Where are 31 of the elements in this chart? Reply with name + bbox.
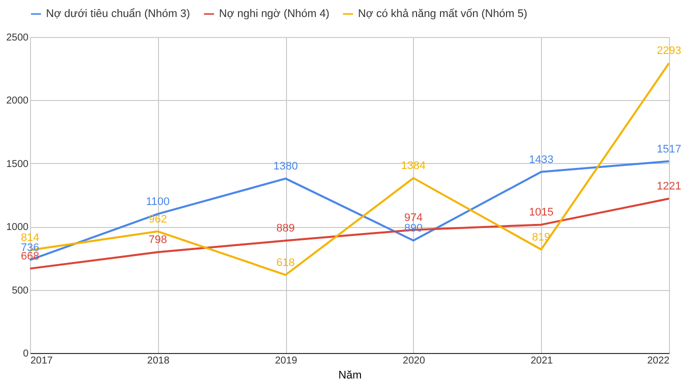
y-tick-label: 2500: [6, 32, 29, 44]
y-tick-label: 1500: [6, 158, 29, 170]
data-label: 1433: [528, 154, 554, 166]
data-label: 889: [276, 222, 295, 235]
data-label: 1221: [656, 180, 682, 193]
y-tick-label: 1000: [6, 222, 29, 234]
x-tick-label: 2021: [530, 356, 554, 366]
data-label: 1384: [401, 160, 426, 172]
data-label: 1100: [146, 196, 170, 208]
data-label: 1517: [656, 143, 682, 156]
data-label: 618: [276, 256, 295, 269]
y-tick-label: 0: [22, 348, 29, 360]
y-tick-label: 2000: [6, 96, 29, 107]
x-tick-label: 2020: [402, 356, 426, 366]
legend-label: Nợ dưới tiêu chuẩn (Nhóm 3): [46, 8, 190, 20]
data-label: 1380: [273, 160, 298, 173]
data-label: 798: [148, 234, 167, 246]
y-tick-label: 500: [12, 285, 29, 296]
data-label: 668: [20, 250, 40, 263]
data-label: 1015: [528, 206, 554, 219]
x-tick-label: 2017: [30, 356, 54, 366]
data-label: 974: [404, 212, 423, 224]
x-axis-title: Năm: [338, 370, 362, 382]
x-tick-label: 2019: [274, 356, 298, 366]
legend-label: Nợ nghi ngờ (Nhóm 4): [219, 8, 330, 20]
data-label: 962: [148, 213, 167, 226]
data-label: 814: [20, 232, 40, 244]
x-tick-label: 2018: [147, 356, 170, 366]
legend-label: Nợ có khả năng mất vốn (Nhóm 5): [358, 8, 528, 20]
data-label: 2293: [656, 45, 682, 58]
x-tick-label: 2022: [647, 356, 670, 366]
